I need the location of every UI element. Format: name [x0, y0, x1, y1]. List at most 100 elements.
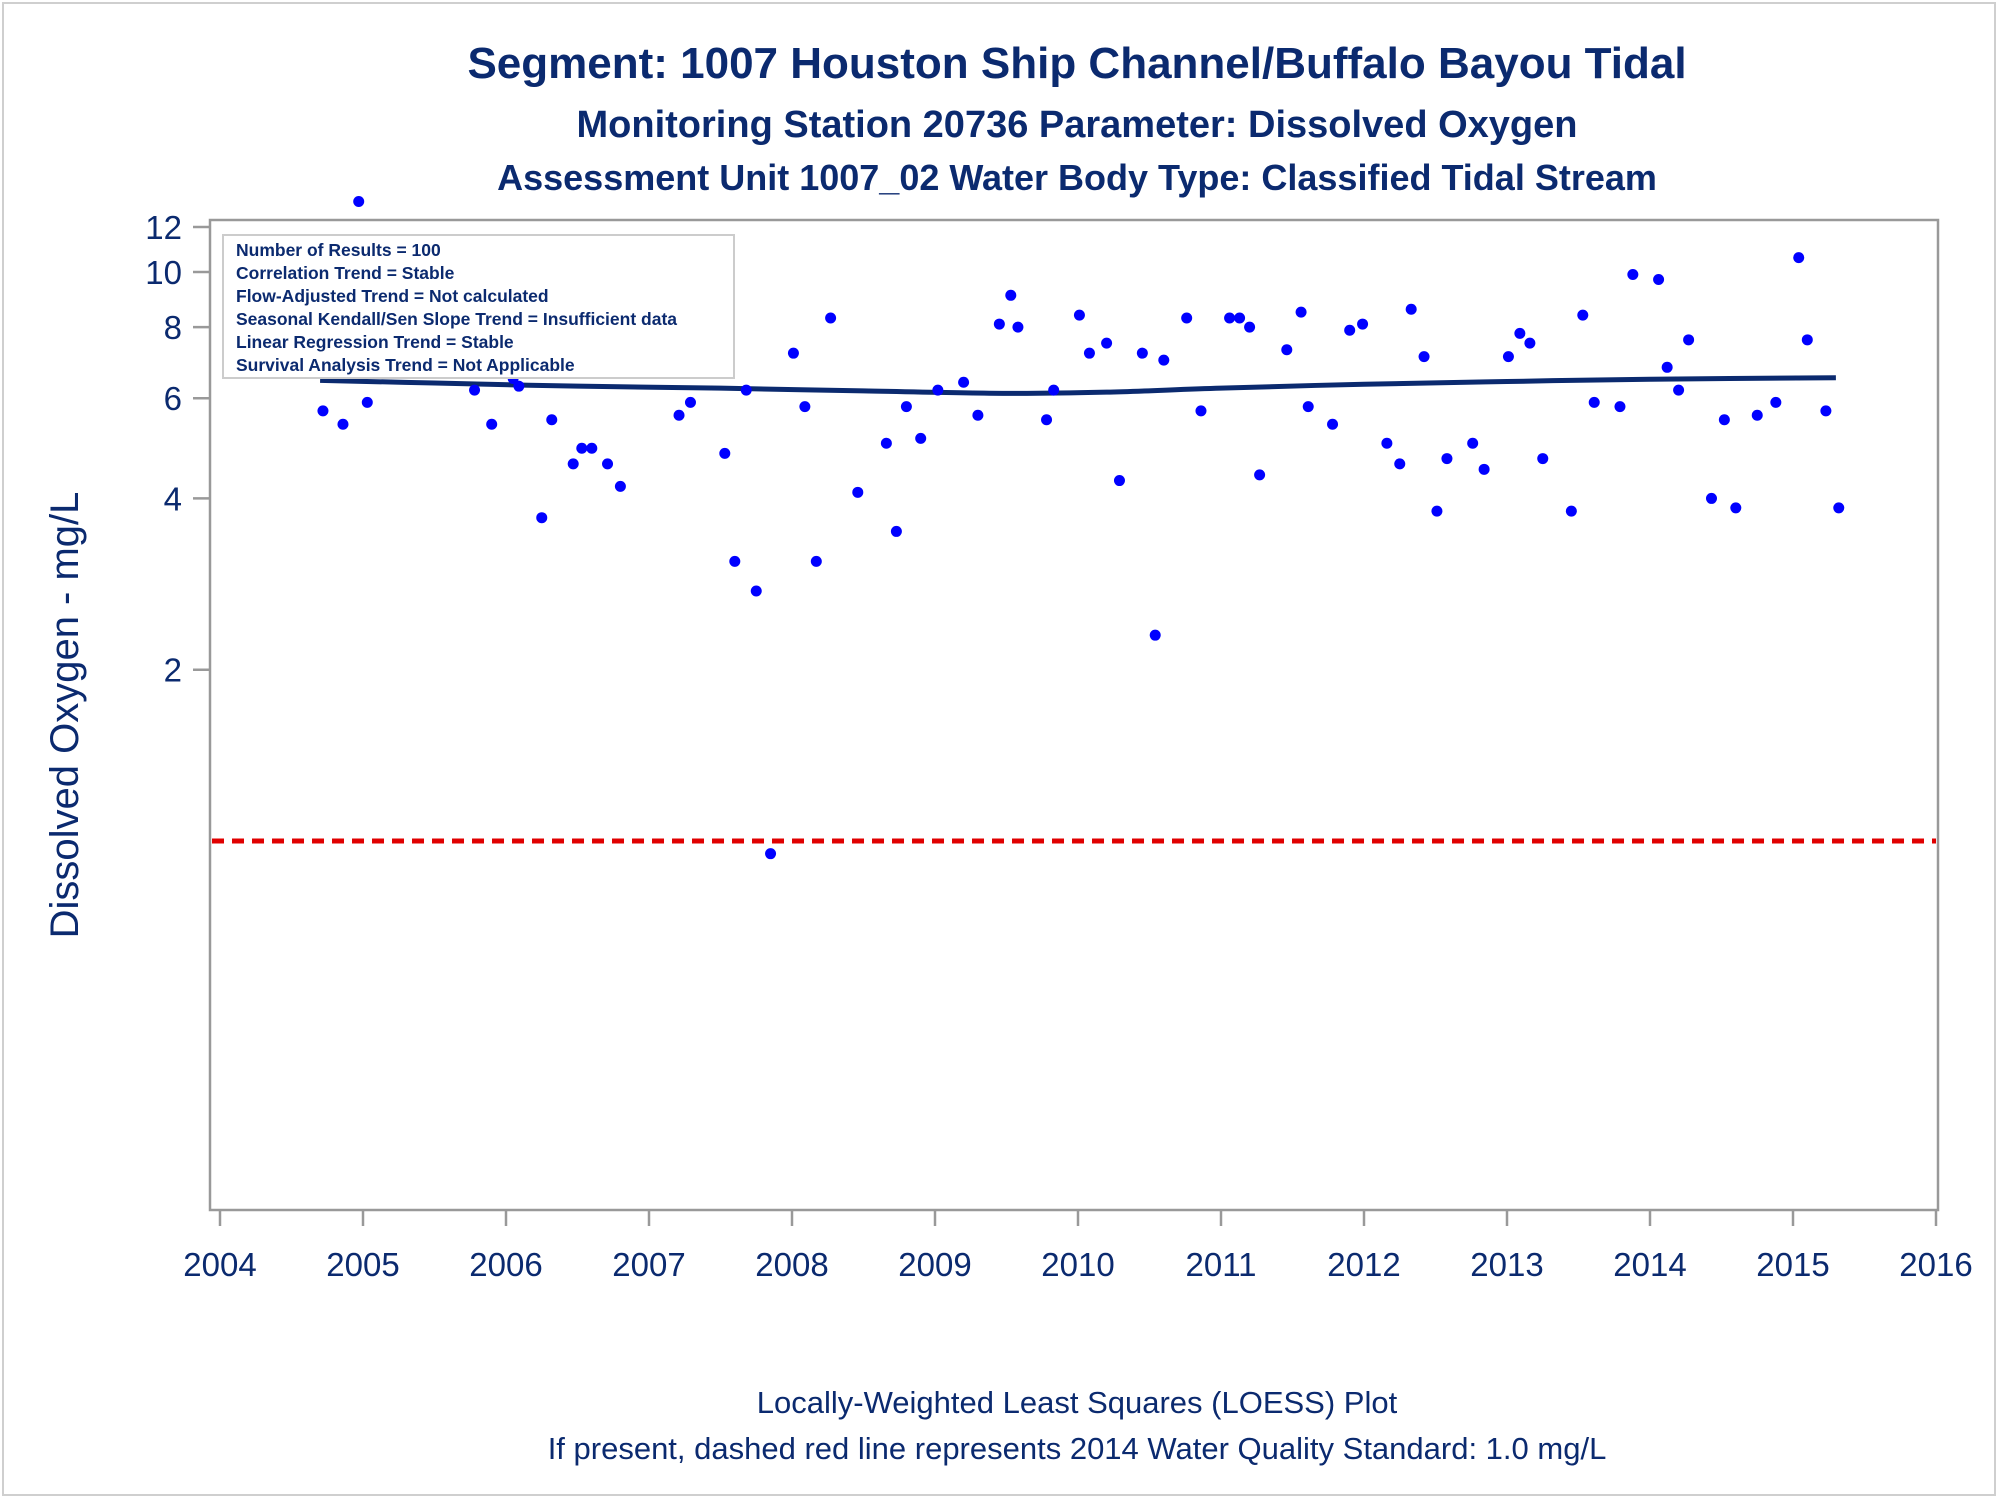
- data-point-47: [993, 318, 1005, 330]
- stats-results: Number of Results = 100: [236, 240, 441, 260]
- data-point-53: [1083, 347, 1095, 359]
- x-tick-label-2008: 2008: [755, 1246, 828, 1283]
- data-point-95: [1751, 409, 1763, 421]
- data-point-68: [1327, 418, 1339, 430]
- footnote-standard: If present, dashed red line represents 2…: [548, 1431, 1607, 1466]
- x-tick-label-2005: 2005: [326, 1246, 399, 1283]
- x-tick-label-2007: 2007: [612, 1246, 685, 1283]
- data-point-90: [1673, 384, 1685, 396]
- data-point-37: [810, 555, 822, 567]
- y-tick-label-4: 4: [164, 480, 182, 517]
- y-tick-label-10: 10: [145, 254, 182, 291]
- x-tick-label-2006: 2006: [469, 1246, 542, 1283]
- data-point-100: [1833, 502, 1845, 514]
- data-point-99: [1820, 405, 1832, 417]
- y-axis: 2 4 6 8 10 12: [145, 209, 210, 689]
- y-tick-label-8: 8: [164, 309, 182, 346]
- data-point-61: [1224, 312, 1236, 324]
- data-point-39: [852, 486, 864, 498]
- data-point-55: [1113, 475, 1125, 487]
- data-point-22: [614, 480, 626, 492]
- data-point-82: [1537, 453, 1549, 465]
- stats-seasonal-kendall: Seasonal Kendall/Sen Slope Trend = Insuf…: [236, 309, 677, 329]
- stats-box: [222, 234, 735, 379]
- data-point-48: [1005, 289, 1017, 301]
- data-point-58: [1158, 354, 1170, 366]
- data-point-33: [750, 585, 762, 597]
- data-point-20: [586, 442, 598, 454]
- data-point-62: [1234, 312, 1246, 324]
- x-tick-label-2015: 2015: [1756, 1246, 1829, 1283]
- chart-subtitle-station: Monitoring Station 20736 Parameter: Diss…: [577, 104, 1578, 146]
- data-point-54: [1101, 337, 1113, 349]
- data-point-74: [1418, 351, 1430, 363]
- data-point-11: [486, 418, 498, 430]
- chart-subtitle-assessment: Assessment Unit 1007_02 Water Body Type:…: [497, 157, 1657, 198]
- data-point-1: [317, 405, 329, 417]
- loess-trend-line: [320, 375, 1836, 396]
- x-tick-label-2012: 2012: [1327, 1246, 1400, 1283]
- x-axis: 2004 2005 2006 2007 2008 2009 2010 2011 2012 2013…: [183, 1210, 1973, 1283]
- data-point-63: [1244, 321, 1256, 333]
- data-point-67: [1302, 401, 1314, 413]
- data-point-60: [1195, 405, 1207, 417]
- data-point-85: [1588, 396, 1600, 408]
- y-tick-label-6: 6: [164, 380, 182, 417]
- data-point-34: [765, 848, 777, 860]
- data-point-4: [361, 396, 373, 408]
- data-point-86: [1614, 401, 1626, 413]
- data-point-44: [932, 384, 944, 396]
- data-point-17: [546, 414, 558, 426]
- data-point-96: [1770, 396, 1782, 408]
- data-point-35: [787, 347, 799, 359]
- plot-area: [208, 218, 1940, 1212]
- data-point-75: [1431, 505, 1443, 517]
- data-point-59: [1181, 312, 1193, 324]
- data-point-19: [576, 442, 588, 454]
- data-point-73: [1405, 303, 1417, 315]
- data-point-84: [1577, 309, 1589, 321]
- x-tick-label-2009: 2009: [898, 1246, 971, 1283]
- data-point-40: [880, 437, 892, 449]
- x-tick-label-2014: 2014: [1613, 1246, 1686, 1283]
- data-point-88: [1653, 274, 1665, 286]
- x-tick-label-2016: 2016: [1899, 1246, 1972, 1283]
- data-point-72: [1394, 458, 1406, 470]
- data-point-32: [740, 384, 752, 396]
- data-point-2: [337, 418, 349, 430]
- data-point-42: [900, 401, 912, 413]
- data-point-31: [729, 555, 741, 567]
- data-point-43: [915, 432, 927, 444]
- data-point-49: [1012, 321, 1024, 333]
- data-point-97: [1793, 252, 1805, 264]
- data-point-16: [536, 512, 548, 524]
- data-point-28: [684, 396, 696, 408]
- data-point-71: [1381, 437, 1393, 449]
- x-tick-label-2010: 2010: [1041, 1246, 1114, 1283]
- stats-correlation: Correlation Trend = Stable: [236, 263, 455, 283]
- chart-title: Segment: 1007 Houston Ship Channel/Buffa…: [467, 39, 1686, 88]
- data-point-91: [1683, 334, 1695, 346]
- data-point-27: [673, 409, 685, 421]
- data-point-50: [1041, 414, 1053, 426]
- data-point-10: [469, 384, 481, 396]
- data-point-77: [1467, 437, 1479, 449]
- data-point-70: [1357, 318, 1369, 330]
- data-point-45: [958, 376, 970, 388]
- stats-linear-regression: Linear Regression Trend = Stable: [236, 332, 514, 352]
- data-point-69: [1344, 324, 1356, 336]
- data-point-36: [799, 401, 811, 413]
- data-point-93: [1718, 414, 1730, 426]
- data-point-52: [1073, 309, 1085, 321]
- data-point-87: [1627, 268, 1639, 280]
- data-point-30: [719, 447, 731, 459]
- data-point-66: [1295, 306, 1307, 318]
- y-tick-label-2: 2: [164, 652, 182, 689]
- data-point-81: [1524, 337, 1536, 349]
- data-point-65: [1281, 344, 1293, 356]
- data-point-14: [513, 380, 525, 392]
- data-point-80: [1514, 327, 1526, 339]
- data-point-92: [1705, 492, 1717, 504]
- data-point-51: [1048, 384, 1060, 396]
